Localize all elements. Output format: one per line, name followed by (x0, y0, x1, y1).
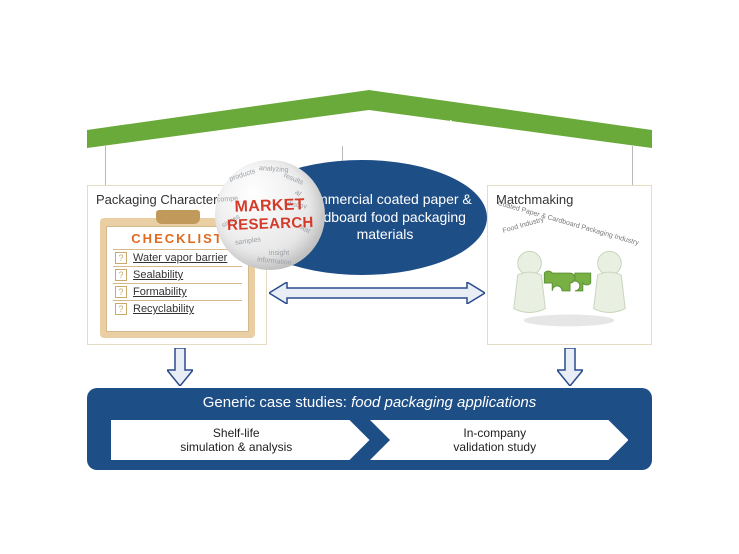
bidirectional-arrow (269, 282, 485, 304)
checklist-item: ? Recyclability (113, 300, 242, 317)
market-research-globe: productsanalyzingresultscompediscovsampl… (215, 160, 325, 270)
case-study-step: In-companyvalidation study (370, 420, 629, 460)
step-label: Shelf-lifesimulation & analysis (111, 420, 370, 460)
down-arrow-left (167, 348, 193, 386)
connector-line (105, 146, 106, 186)
checklist-item-label: Water vapor barrier (133, 252, 227, 264)
panel-title: Generic case studies: food packaging app… (87, 388, 652, 411)
down-arrow-right (557, 348, 583, 386)
case-study-step: Shelf-lifesimulation & analysis (111, 420, 370, 460)
roof: Industrial Advisory Board (87, 90, 652, 150)
market-research-label: MARKET RESEARCH (226, 196, 314, 234)
question-box-icon: ? (115, 303, 127, 315)
checklist-item: ? Formability (113, 283, 242, 300)
step-label: In-companyvalidation study (370, 420, 629, 460)
checklist-item-label: Sealability (133, 269, 183, 281)
matchmaking-figures: Food Industry Coated Paper & Cardboard P… (498, 222, 641, 336)
question-box-icon: ? (115, 286, 127, 298)
connector-line (632, 146, 633, 186)
question-box-icon: ? (115, 252, 127, 264)
checklist-item-label: Recyclability (133, 303, 194, 315)
roof-label: Industrial Advisory Board (87, 118, 652, 135)
clipboard-clip-icon (156, 210, 200, 224)
case-studies-panel: Generic case studies: food packaging app… (87, 388, 652, 470)
checklist-item-label: Formability (133, 286, 187, 298)
question-box-icon: ? (115, 269, 127, 281)
matchmaking-box: Matchmaking Food Industry Coated Paper &… (487, 185, 652, 345)
